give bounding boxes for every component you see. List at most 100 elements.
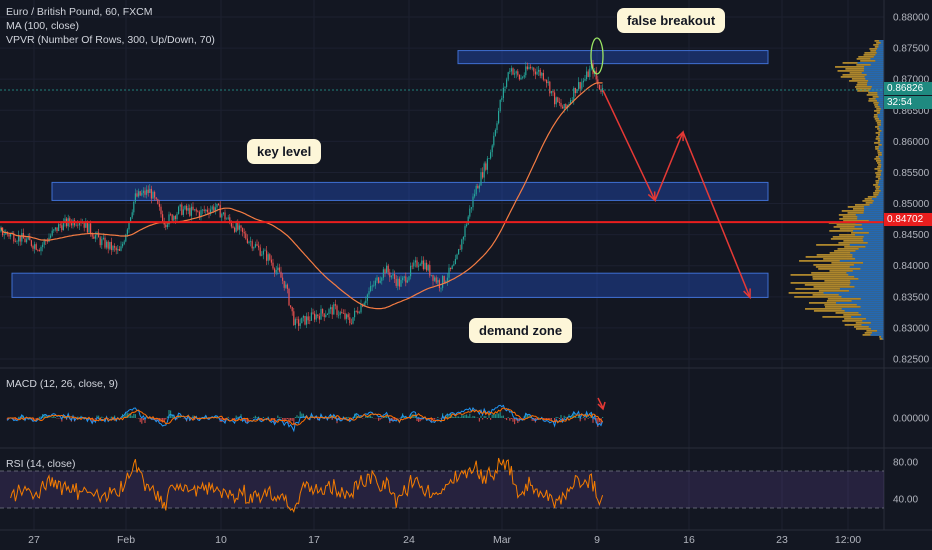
vp-bar-down xyxy=(864,208,884,210)
candle-body xyxy=(293,311,295,326)
macd-hist-bar xyxy=(125,412,127,418)
vp-bar-up xyxy=(824,304,884,306)
candle-body xyxy=(347,314,349,318)
candle-body xyxy=(198,211,200,217)
macd-hist-bar xyxy=(349,418,351,422)
candle-body xyxy=(102,237,104,240)
candle-body xyxy=(110,241,112,251)
vp-bar-down xyxy=(879,150,884,152)
candle-body xyxy=(414,260,416,263)
vp-bar-down xyxy=(877,94,884,96)
macd-hist-bar xyxy=(501,415,503,418)
macd-hist-bar xyxy=(306,417,308,418)
vp-bar-up xyxy=(874,190,884,192)
macd-hist-bar xyxy=(462,415,464,418)
candle-body xyxy=(114,246,116,248)
candle-body xyxy=(86,221,88,233)
candle-body xyxy=(317,314,319,317)
vp-bar-up xyxy=(827,298,884,300)
vp-bar-up xyxy=(858,56,884,58)
candle-body xyxy=(179,204,181,207)
macd-hist-bar xyxy=(450,413,452,418)
vp-bar-down xyxy=(878,102,884,104)
candle-body xyxy=(538,69,540,72)
macd-hist-bar xyxy=(557,417,559,418)
vp-bar-up xyxy=(876,108,884,110)
candle-body xyxy=(504,86,506,88)
candle-body xyxy=(299,323,301,326)
projection-arrows xyxy=(602,90,751,300)
vp-bar-down xyxy=(854,286,884,288)
candle-body xyxy=(200,210,202,217)
macd-hist-bar xyxy=(35,418,37,420)
candle-body xyxy=(195,209,197,212)
time-axis[interactable]: 27 Feb 10 17 24 Mar 9 16 23 12:00 xyxy=(28,534,861,546)
vp-bar-down xyxy=(863,206,884,208)
macd-hist-bar xyxy=(163,418,165,423)
candle-body xyxy=(141,192,143,196)
candle-body xyxy=(27,236,29,240)
candle-body xyxy=(202,209,204,211)
vp-bar-up xyxy=(824,306,884,308)
macd-hist-bar xyxy=(509,418,511,421)
candle-body xyxy=(307,316,309,321)
candle-body xyxy=(528,66,530,69)
macd-hist-bar xyxy=(346,417,348,418)
candle-body xyxy=(330,307,332,310)
candle-body xyxy=(304,315,306,325)
vp-bar-down xyxy=(848,290,884,292)
vp-bar-up xyxy=(869,48,884,50)
price-axis[interactable]: 0.88000 0.87500 0.87000 0.86500 0.86000 0.855… xyxy=(893,13,930,366)
candle-body xyxy=(296,319,298,320)
candle-body xyxy=(224,212,226,220)
macd-legend[interactable]: MACD (12, 26, close, 9) xyxy=(6,378,119,390)
ma-legend[interactable]: MA (100, close) xyxy=(6,20,79,32)
vp-bar-up xyxy=(878,154,884,156)
vp-bar-down xyxy=(862,238,884,240)
vp-bar-up xyxy=(877,170,884,172)
vpvr-legend[interactable]: VPVR (Number Of Rows, 300, Up/Down, 70) xyxy=(6,34,215,46)
candle-body xyxy=(315,314,317,320)
vp-bar-down xyxy=(868,80,884,82)
candle-body xyxy=(386,265,388,273)
vp-bar-down xyxy=(875,60,884,62)
candle-body xyxy=(171,214,173,221)
vp-bar-down xyxy=(861,314,884,316)
candle-body xyxy=(570,100,572,105)
symbol-title[interactable]: Euro / British Pound, 60, FXCM xyxy=(6,6,153,18)
macd-arrow xyxy=(597,397,604,409)
candle-body xyxy=(338,314,340,316)
macd-hist-bar xyxy=(339,418,341,421)
macd-hist-bar xyxy=(421,418,423,421)
candle-body xyxy=(149,188,151,194)
vp-bar-down xyxy=(879,192,884,194)
candle-body xyxy=(253,247,255,249)
candle-body xyxy=(192,206,194,210)
rsi-legend[interactable]: RSI (14, close) xyxy=(6,458,76,470)
candle-body xyxy=(512,68,514,75)
candle-body xyxy=(530,66,532,68)
vp-bar-up xyxy=(856,64,884,66)
candle-body xyxy=(98,232,100,238)
candle-body xyxy=(190,206,192,216)
macd-hist-bar xyxy=(560,414,562,418)
macd-hist-bar xyxy=(472,415,474,418)
vp-bar-down xyxy=(881,160,884,162)
macd-hist-bar xyxy=(227,416,229,418)
vp-bar-down xyxy=(863,236,884,238)
vp-bar-up xyxy=(841,210,884,212)
macd-hist-bar xyxy=(139,418,141,423)
vp-bar-up xyxy=(818,268,884,270)
macd-hist-bar xyxy=(558,418,560,419)
vp-bar-down xyxy=(878,182,884,184)
macd-hist-bar xyxy=(192,415,194,418)
vp-bar-down xyxy=(857,216,884,218)
candle-body xyxy=(379,280,381,283)
macd-hist-bar xyxy=(262,416,264,418)
macd-hist-bar xyxy=(176,418,178,420)
price-tick-label: 0.85000 xyxy=(893,199,930,210)
candle-body xyxy=(470,207,472,209)
macd-hist-bar xyxy=(51,416,53,418)
time-tick-label: 16 xyxy=(683,534,695,546)
